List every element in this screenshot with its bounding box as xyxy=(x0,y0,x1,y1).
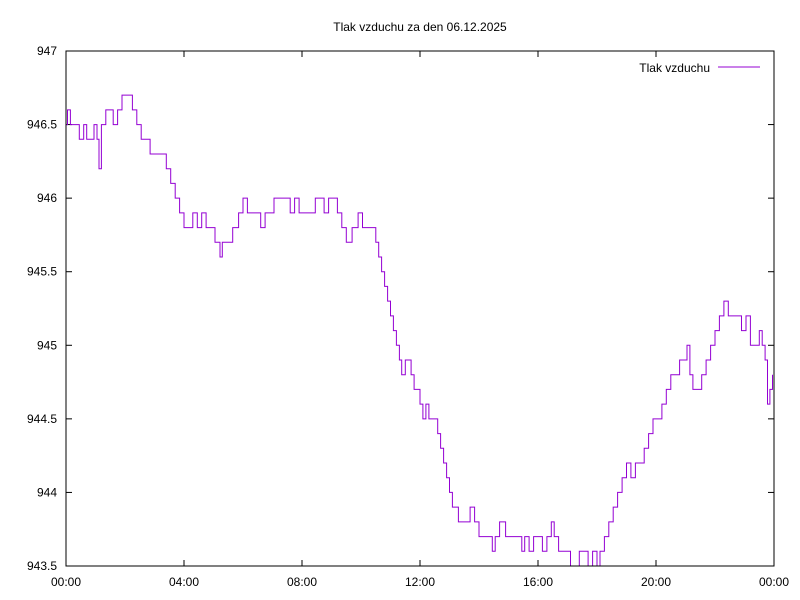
x-tick-label: 00:00 xyxy=(759,575,789,589)
chart-title: Tlak vzduchu za den 06.12.2025 xyxy=(333,20,507,34)
y-tick-label: 947 xyxy=(37,44,57,58)
y-tick-label: 943.5 xyxy=(27,559,57,573)
series-line-tlak-vzduchu xyxy=(66,94,773,567)
y-tick-label: 946 xyxy=(37,191,57,205)
x-tick-label: 12:00 xyxy=(405,575,435,589)
plot-frame xyxy=(65,50,775,567)
x-tick-label: 08:00 xyxy=(287,575,317,589)
series-layer xyxy=(66,94,773,567)
y-tick-label: 945.5 xyxy=(27,265,57,279)
x-tick-label: 16:00 xyxy=(523,575,553,589)
y-axis-ticks: 943.5 944 944.5 945 945.5 946 946.5 947 xyxy=(27,44,774,573)
y-tick-label: 946.5 xyxy=(27,118,57,132)
legend: Tlak vzduchu xyxy=(639,61,760,75)
x-tick-label: 20:00 xyxy=(641,575,671,589)
x-tick-label: 00:00 xyxy=(51,575,81,589)
legend-label-tlak-vzduchu: Tlak vzduchu xyxy=(639,61,710,75)
y-tick-label: 944 xyxy=(37,485,57,499)
x-tick-label: 04:00 xyxy=(169,575,199,589)
y-tick-label: 944.5 xyxy=(27,412,57,426)
y-tick-label: 945 xyxy=(37,338,57,352)
